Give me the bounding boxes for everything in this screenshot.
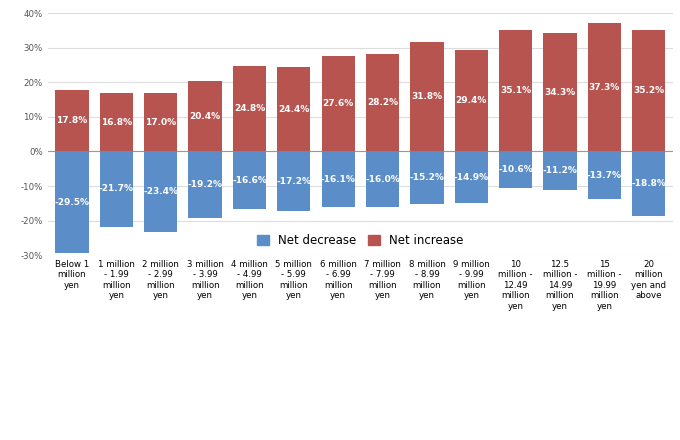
Text: -23.4%: -23.4% [143,187,178,196]
Bar [632,30,666,151]
Text: 29.4%: 29.4% [456,96,487,105]
Bar [277,151,311,211]
Text: 24.4%: 24.4% [278,105,309,114]
Bar [632,151,666,216]
Text: -21.7%: -21.7% [99,184,134,194]
Bar [322,56,355,151]
Bar [366,54,399,151]
Text: 35.1%: 35.1% [500,86,531,95]
Text: -11.2%: -11.2% [543,166,577,176]
Bar [588,151,621,199]
Bar [455,151,488,203]
Text: 35.2%: 35.2% [633,86,664,95]
Bar [410,151,443,204]
Text: 28.2%: 28.2% [367,98,398,107]
Text: -19.2%: -19.2% [188,180,222,189]
Text: -17.2%: -17.2% [276,177,311,186]
Text: -29.5%: -29.5% [54,198,90,207]
Text: 24.8%: 24.8% [234,104,265,113]
Text: 20.4%: 20.4% [190,112,221,121]
Bar [543,151,577,190]
Bar [455,50,488,151]
Bar [188,151,222,218]
Bar [100,151,133,227]
Text: -10.6%: -10.6% [498,165,533,174]
Bar [588,22,621,151]
Bar [100,93,133,151]
Bar [499,30,532,151]
Bar [144,93,177,151]
Text: -18.8%: -18.8% [631,180,666,188]
Bar [410,41,443,151]
Legend: Net decrease, Net increase: Net decrease, Net increase [252,229,469,252]
Bar [233,151,266,209]
Text: -14.9%: -14.9% [454,173,489,182]
Text: 34.3%: 34.3% [545,88,576,97]
Bar [499,151,532,188]
Bar [543,33,577,151]
Text: -15.2%: -15.2% [409,173,445,182]
Text: 16.8%: 16.8% [101,118,132,127]
Bar [55,151,88,253]
Text: -13.7%: -13.7% [587,171,622,180]
Bar [188,81,222,151]
Bar [233,66,266,151]
Bar [277,67,311,151]
Bar [322,151,355,207]
Text: 37.3%: 37.3% [589,83,620,92]
Text: 31.8%: 31.8% [411,92,443,101]
Bar [366,151,399,207]
Bar [144,151,177,232]
Text: -16.6%: -16.6% [232,176,267,185]
Bar [55,90,88,151]
Text: 27.6%: 27.6% [322,99,354,108]
Text: 17.0%: 17.0% [145,117,176,127]
Text: -16.0%: -16.0% [365,175,400,183]
Text: -16.1%: -16.1% [321,175,356,184]
Text: 17.8%: 17.8% [56,116,88,125]
